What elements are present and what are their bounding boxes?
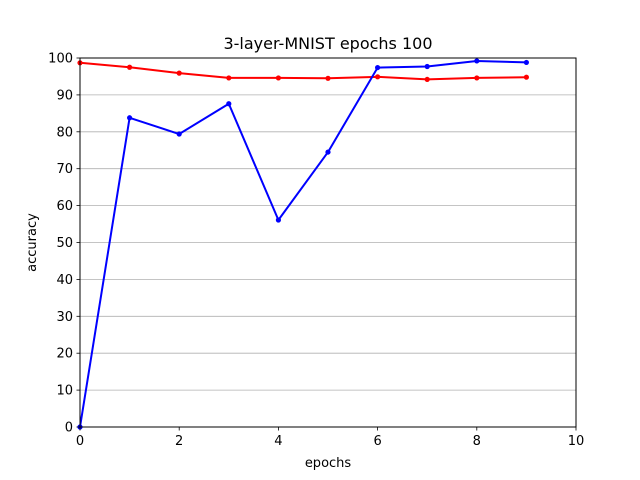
data-point xyxy=(375,64,381,71)
data-point xyxy=(474,75,480,81)
y-tick-label: 50 xyxy=(56,236,73,251)
x-axis-label: epochs xyxy=(305,456,352,471)
data-point xyxy=(226,75,232,81)
data-point xyxy=(523,59,530,66)
data-point xyxy=(325,75,331,81)
data-point xyxy=(325,149,331,155)
y-tick-label: 90 xyxy=(56,88,73,103)
data-point xyxy=(375,74,381,80)
data-point xyxy=(127,115,133,121)
y-tick-label: 40 xyxy=(56,273,73,288)
y-tick-label: 20 xyxy=(56,347,73,362)
series-1 xyxy=(77,60,530,83)
x-tick-label: 2 xyxy=(175,434,183,449)
y-tick-label: 100 xyxy=(48,52,73,67)
chart-title: 3-layer-MNIST epochs 100 xyxy=(223,34,432,53)
data-point xyxy=(275,75,281,81)
data-point xyxy=(127,64,133,70)
y-axis-label: accuracy xyxy=(25,213,40,272)
series-line xyxy=(79,61,527,81)
x-tick-label: 6 xyxy=(373,434,381,449)
y-tick-label: 30 xyxy=(56,310,73,325)
x-tick-label: 0 xyxy=(76,434,84,449)
data-point xyxy=(176,70,182,76)
data-point xyxy=(474,58,480,64)
y-tick-label: 80 xyxy=(56,125,73,140)
data-point xyxy=(226,101,232,107)
data-point xyxy=(275,217,281,223)
series-layer xyxy=(77,58,530,430)
y-tick-label: 60 xyxy=(56,199,73,214)
x-tick-label: 10 xyxy=(568,434,585,449)
data-point xyxy=(523,74,530,80)
gridlines xyxy=(80,57,576,428)
x-tick-label: 8 xyxy=(473,434,481,449)
series-2 xyxy=(77,58,530,430)
data-point xyxy=(176,131,182,137)
x-tick-label: 4 xyxy=(274,434,282,449)
y-tick-label: 10 xyxy=(56,384,73,399)
data-point xyxy=(424,76,430,83)
data-point xyxy=(424,63,430,70)
y-tick-label: 70 xyxy=(56,162,73,177)
series-line xyxy=(79,59,527,428)
y-tick-label: 0 xyxy=(65,421,73,436)
y-axis: 0 10 20 30 40 50 60 70 80 90 100 xyxy=(48,52,80,436)
x-axis: 0 2 4 6 8 10 xyxy=(76,427,584,449)
